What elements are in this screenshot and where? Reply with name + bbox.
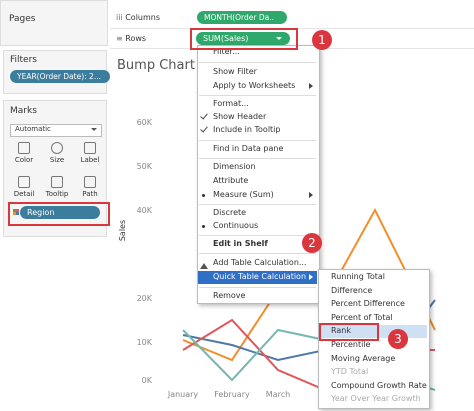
mark-button-label: Label bbox=[80, 156, 100, 164]
pages-title: Pages bbox=[9, 14, 36, 24]
menu-separator bbox=[199, 62, 316, 63]
bullet bbox=[202, 194, 205, 197]
mark-button-icon[interactable] bbox=[51, 142, 63, 154]
menu-item[interactable]: Discrete bbox=[213, 208, 247, 217]
menu-item[interactable]: Show Header bbox=[213, 112, 267, 121]
mark-button-icon[interactable] bbox=[84, 142, 96, 154]
menu-highlight bbox=[198, 271, 317, 284]
highlight-box bbox=[319, 323, 379, 341]
x-tick-label: March bbox=[265, 390, 291, 399]
submenu-item[interactable]: Percentile bbox=[331, 340, 371, 349]
y-tick-label: 50K bbox=[136, 162, 152, 171]
filter-pill[interactable]: YEAR(Order Date): 2... bbox=[10, 70, 110, 83]
filters-title: Filters bbox=[10, 55, 37, 65]
view-title: Bump Chart bbox=[117, 58, 195, 73]
columns-pill[interactable]: MONTH(Order Da.. bbox=[197, 11, 287, 24]
mark-button-label: Size bbox=[49, 156, 65, 164]
menu-item[interactable]: Continuous bbox=[213, 221, 259, 230]
mark-button-label: Color bbox=[14, 156, 34, 164]
menu-item[interactable]: Quick Table Calculation bbox=[213, 272, 307, 281]
submenu-item[interactable]: Percent Difference bbox=[331, 299, 405, 309]
columns-shelf bbox=[110, 8, 474, 29]
menu-separator bbox=[199, 95, 316, 96]
mark-button-label: Detail bbox=[13, 190, 35, 198]
menu-item[interactable]: Apply to Worksheets bbox=[213, 81, 296, 90]
submenu-item[interactable]: Percent of Total bbox=[331, 312, 393, 322]
menu-item[interactable]: Remove bbox=[213, 291, 246, 300]
submenu-item[interactable]: Rank bbox=[331, 326, 351, 336]
columns-label: iii Columns bbox=[116, 13, 160, 22]
pill-arrow bbox=[276, 37, 282, 43]
mark-button-icon[interactable] bbox=[84, 176, 96, 188]
submenu-item[interactable]: Running Total bbox=[331, 272, 386, 281]
menu-separator bbox=[199, 204, 316, 205]
rows-pill[interactable]: SUM(Sales) bbox=[196, 32, 290, 45]
menu-separator bbox=[199, 253, 316, 254]
menu-item[interactable]: Format... bbox=[213, 99, 249, 108]
menu-separator bbox=[199, 287, 316, 288]
callout-badge: 1 bbox=[312, 30, 332, 50]
y-tick-label: 10K bbox=[136, 338, 152, 347]
menu-item[interactable]: Filter... bbox=[213, 47, 240, 56]
menu-separator bbox=[199, 140, 316, 141]
y-tick-label: 0K bbox=[141, 376, 152, 385]
submenu-item[interactable]: Moving Average bbox=[331, 353, 396, 363]
menu-item[interactable]: Add Table Calculation... bbox=[213, 258, 307, 267]
submenu-arrow bbox=[309, 192, 316, 198]
menu-item[interactable]: Edit in Shelf bbox=[213, 239, 268, 248]
menu-item[interactable]: Include in Tooltip bbox=[213, 125, 281, 134]
mark-button-label: Tooltip bbox=[45, 190, 69, 198]
menu-item[interactable]: Attribute bbox=[213, 176, 249, 185]
columns-icon: iii bbox=[116, 13, 126, 22]
rows-icon: ≡ bbox=[116, 34, 126, 43]
context-menu bbox=[197, 45, 320, 304]
bullet bbox=[202, 225, 205, 228]
pages-pane bbox=[0, 0, 108, 46]
submenu-arrow bbox=[309, 274, 316, 280]
mark-button-icon[interactable] bbox=[18, 176, 30, 188]
menu-item[interactable]: Measure (Sum) bbox=[213, 190, 274, 199]
y-tick-label: 60K bbox=[136, 118, 152, 127]
rows-pill-text: SUM(Sales) bbox=[203, 34, 249, 43]
y-axis-title: Sales bbox=[118, 219, 128, 242]
x-tick-label: January bbox=[167, 390, 199, 399]
highlight-box bbox=[190, 28, 298, 50]
menu-separator bbox=[199, 235, 316, 236]
columns-text: Columns bbox=[125, 13, 161, 22]
mark-type: Automatic bbox=[15, 125, 51, 133]
rows-text: Rows bbox=[125, 34, 147, 43]
menu-item[interactable]: Show Filter bbox=[213, 67, 257, 76]
mark-type-dropdown[interactable]: Automatic bbox=[10, 124, 102, 137]
submenu-arrow bbox=[309, 83, 316, 89]
callout-badge: 3 bbox=[388, 329, 408, 349]
mark-button-label: Path bbox=[82, 190, 98, 198]
submenu-item[interactable]: Year Over Year Growth bbox=[331, 394, 421, 404]
submenu-item[interactable]: YTD Total bbox=[331, 367, 369, 377]
x-tick-label: February bbox=[214, 390, 250, 399]
submenu-item[interactable]: Compound Growth Rate bbox=[331, 380, 427, 390]
menu-separator bbox=[199, 158, 316, 159]
calc-icon bbox=[200, 259, 208, 269]
highlight-box bbox=[8, 202, 110, 226]
menu-item[interactable]: Find in Data pane bbox=[213, 144, 284, 153]
color-icon bbox=[13, 209, 19, 215]
y-tick-label: 40K bbox=[136, 206, 152, 215]
mark-button-icon[interactable] bbox=[18, 142, 30, 154]
rows-label: ≡ Rows bbox=[116, 34, 146, 43]
region-pill[interactable]: Region bbox=[20, 206, 100, 219]
menu-item[interactable]: Dimension bbox=[213, 162, 256, 171]
y-tick-label: 20K bbox=[136, 294, 152, 303]
submenu-item[interactable]: Difference bbox=[331, 285, 373, 295]
callout-badge: 2 bbox=[302, 233, 322, 253]
mark-button-icon[interactable] bbox=[51, 176, 63, 188]
marks-title: Marks bbox=[10, 106, 37, 116]
dropdown-arrow bbox=[91, 128, 97, 134]
